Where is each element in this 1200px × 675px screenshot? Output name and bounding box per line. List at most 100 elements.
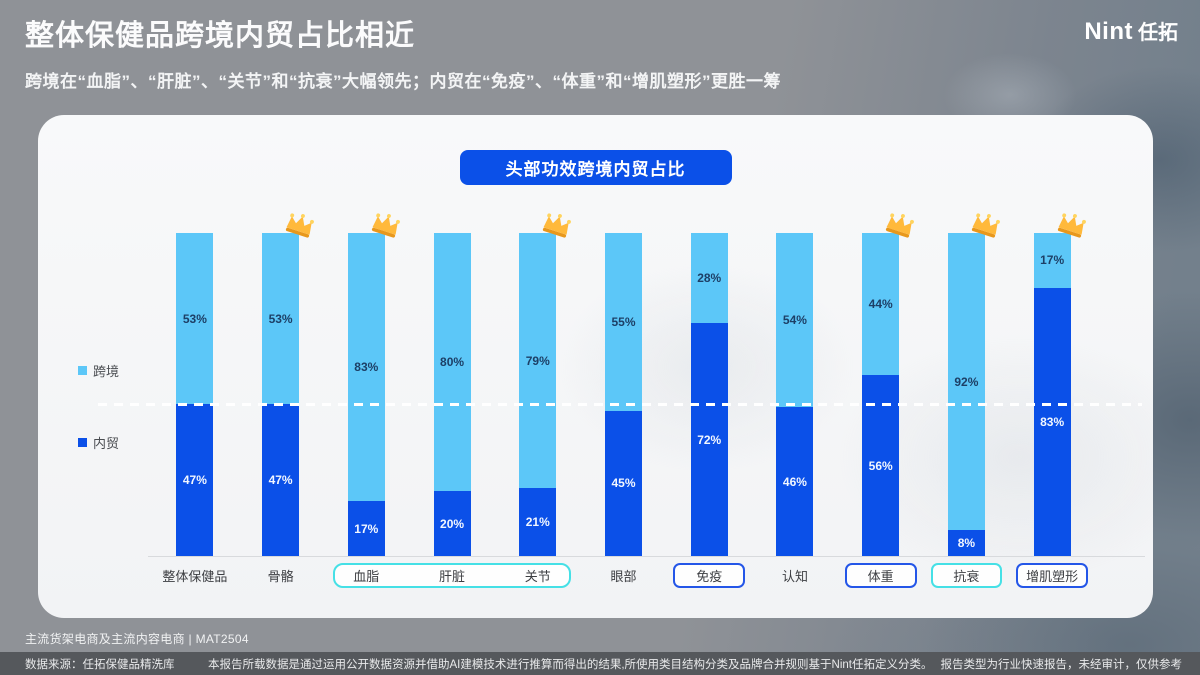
segment-domestic: 46%	[776, 407, 814, 556]
value-label-cross-border: 79%	[525, 353, 550, 368]
stacked-bar: 54% 46%	[776, 233, 814, 556]
segment-domestic: 47%	[262, 404, 300, 556]
stacked-bar: 83% 17%	[347, 213, 400, 556]
category-highlight-box	[673, 562, 746, 588]
value-label-domestic: 17%	[354, 521, 379, 536]
category-label: 认知	[781, 568, 808, 584]
crown-icon-svg	[543, 213, 572, 238]
brand-logo: Nint 任拓	[1084, 16, 1178, 46]
segment-cross-border: 83%	[347, 233, 385, 502]
stacked-bar: 92% 8%	[947, 213, 1000, 556]
crown-icon	[539, 209, 575, 241]
legend-item-domestic: 内贸	[78, 433, 119, 452]
plot-area: 53% 47% 53% 47% 83% 17% 80% 20% 79% 21% 55% 45% 28% 7…	[152, 213, 1095, 556]
segment-cross-border: 92%	[947, 233, 985, 531]
segment-cross-border: 28%	[690, 233, 728, 324]
segment-cross-border: 55%	[604, 233, 642, 411]
category-label: 整体保健品	[162, 568, 228, 584]
value-label-cross-border: 83%	[354, 360, 379, 375]
report-type-note: 报告类型为行业快速报告，未经审计，仅供参考	[940, 659, 1183, 671]
segment-cross-border: 54%	[776, 233, 814, 408]
bar-slot: 83% 17%	[323, 213, 409, 556]
value-label-domestic: 45%	[611, 476, 636, 491]
value-label-cross-border: 80%	[440, 355, 465, 370]
bar-slot: 79% 21%	[495, 213, 581, 556]
footer-bar: 数据来源：任拓保健品精洗库 本报告所载数据是通过运用公开数据资源并借助AI建模技…	[0, 652, 1200, 675]
segment-domestic: 21%	[519, 488, 557, 556]
stacked-bar: 55% 45%	[604, 233, 642, 556]
crown-icon-svg	[971, 213, 1000, 238]
page-title: 整体保健品跨境内贸占比相近	[25, 20, 416, 52]
value-label-domestic: 83%	[1040, 414, 1065, 429]
value-label-cross-border: 28%	[697, 271, 722, 286]
value-label-domestic: 56%	[868, 458, 893, 473]
data-source: 数据来源：任拓保健品精洗库	[25, 659, 175, 671]
crown-icon	[1054, 209, 1090, 241]
category-label: 免疫	[696, 568, 723, 584]
category-label: 肝脏	[439, 568, 466, 584]
category-labels-row: 整体保健品 骨骼 血脂 肝脏 关节 眼部 免疫 认知 体重 抗衰 增肌塑形	[152, 562, 1095, 588]
value-label-cross-border: 92%	[954, 374, 979, 389]
segment-cross-border: 53%	[262, 233, 300, 405]
segment-cross-border: 80%	[433, 233, 471, 492]
stacked-bar: 53% 47%	[262, 213, 314, 556]
bar-slot: 92% 8%	[924, 213, 1010, 556]
category-label: 骨骼	[267, 568, 294, 584]
stacked-bar: 53% 47%	[176, 233, 214, 556]
value-label-domestic: 47%	[268, 473, 293, 488]
bar-slot: 53% 47%	[152, 233, 238, 556]
value-label-domestic: 72%	[697, 432, 722, 447]
value-label-domestic: 20%	[440, 516, 465, 531]
bar-slot: 28% 72%	[666, 233, 752, 556]
scope-note: 主流货架电商及主流内容电商 | MAT2504	[25, 632, 249, 646]
legend-item-cross-border: 跨境	[78, 361, 119, 380]
brand-logo-cn: 任拓	[1138, 22, 1178, 44]
disclaimer: 本报告所载数据是通过运用公开数据资源并借助AI建模技术进行推算而得出的结果,所使…	[208, 659, 933, 671]
bar-slot: 17% 83%	[1009, 213, 1095, 556]
brand-logo-en: Nint	[1084, 18, 1133, 45]
value-label-domestic: 21%	[525, 515, 550, 530]
value-label-cross-border: 53%	[268, 311, 293, 326]
value-label-domestic: 46%	[782, 474, 807, 489]
chart-title-badge: 头部功效跨境内贸占比	[459, 150, 732, 185]
value-label-domestic: 47%	[182, 473, 207, 488]
category-label: 血脂	[353, 568, 380, 584]
segment-domestic: 45%	[604, 410, 642, 556]
bar-slot: 80% 20%	[409, 233, 495, 556]
segment-cross-border: 17%	[1033, 233, 1071, 288]
segment-cross-border: 44%	[862, 233, 900, 376]
crown-icon-svg	[1057, 213, 1086, 238]
category-highlight-box	[1016, 562, 1088, 588]
chart-legend: 跨境 内贸	[78, 361, 119, 505]
crown-icon	[882, 209, 918, 241]
segment-domestic: 72%	[690, 323, 728, 556]
stacked-bar: 79% 21%	[519, 213, 572, 556]
crown-icon	[368, 209, 404, 241]
bar-slot: 44% 56%	[838, 213, 924, 556]
legend-swatch-domestic	[78, 438, 87, 447]
value-label-cross-border: 55%	[611, 314, 636, 329]
crown-icon	[282, 209, 318, 241]
slide-header: 整体保健品跨境内贸占比相近 跨境在“血脂”、“肝脏”、“关节”和“抗衰”大幅领先…	[25, 12, 781, 92]
plot-wrap: 53% 47% 53% 47% 83% 17% 80% 20% 79% 21% 55% 45% 28% 7…	[98, 213, 1150, 557]
bar-slot: 53% 47%	[238, 213, 324, 556]
value-label-cross-border: 44%	[868, 297, 893, 312]
segment-domestic: 83%	[1033, 287, 1071, 556]
stacked-bar: 80% 20%	[433, 233, 471, 556]
segment-domestic: 17%	[347, 501, 385, 556]
segment-domestic: 47%	[176, 404, 214, 556]
crown-icon	[968, 209, 1004, 241]
crown-icon-svg	[886, 213, 915, 238]
stacked-bar: 17% 83%	[1033, 213, 1086, 556]
page-subtitle: 跨境在“血脂”、“肝脏”、“关节”和“抗衰”大幅领先；内贸在“免疫”、“体重”和…	[25, 72, 781, 91]
stacked-bar: 28% 72%	[690, 233, 728, 556]
category-highlight-box	[930, 562, 1003, 588]
category-label: 抗衰	[953, 568, 980, 584]
segment-domestic: 20%	[433, 491, 471, 556]
category-label: 关节	[524, 568, 551, 584]
chart-card: 头部功效跨境内贸占比 跨境 内贸 53% 47% 53% 47% 83% 17% 80% 20…	[38, 115, 1153, 618]
value-label-domestic: 8%	[957, 536, 976, 551]
crown-icon-svg	[371, 213, 400, 238]
segment-domestic: 8%	[947, 530, 985, 556]
category-label: 增肌塑形	[1026, 568, 1079, 584]
